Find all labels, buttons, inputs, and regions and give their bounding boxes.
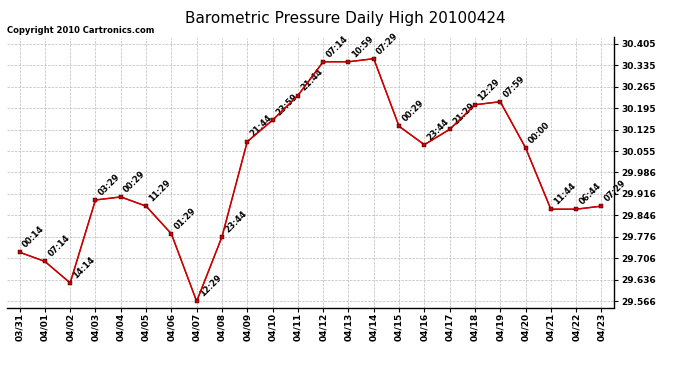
Text: 00:14: 00:14 [21, 224, 46, 249]
Text: 21:44: 21:44 [248, 114, 274, 139]
Text: 10:59: 10:59 [350, 34, 375, 59]
Text: 07:29: 07:29 [603, 178, 628, 203]
Text: 23:59: 23:59 [274, 92, 299, 117]
Text: 11:44: 11:44 [552, 181, 578, 206]
Text: 23:44: 23:44 [224, 209, 248, 234]
Text: Copyright 2010 Cartronics.com: Copyright 2010 Cartronics.com [7, 26, 155, 35]
Text: 12:29: 12:29 [198, 273, 224, 298]
Text: 00:29: 00:29 [400, 98, 426, 123]
Text: 07:14: 07:14 [324, 34, 350, 59]
Text: 01:29: 01:29 [172, 206, 198, 231]
Text: 14:14: 14:14 [72, 255, 97, 280]
Text: 21:29: 21:29 [451, 101, 476, 127]
Text: 06:44: 06:44 [578, 181, 603, 206]
Text: 07:14: 07:14 [46, 234, 72, 259]
Text: 11:29: 11:29 [148, 178, 172, 203]
Text: 00:29: 00:29 [122, 169, 147, 194]
Text: 23:44: 23:44 [426, 117, 451, 142]
Text: 07:29: 07:29 [375, 31, 400, 56]
Text: 00:00: 00:00 [527, 120, 552, 145]
Text: Barometric Pressure Daily High 20100424: Barometric Pressure Daily High 20100424 [185, 11, 505, 26]
Text: 12:29: 12:29 [476, 77, 502, 102]
Text: 07:59: 07:59 [502, 74, 526, 99]
Text: 21:44: 21:44 [299, 68, 324, 93]
Text: 03:29: 03:29 [97, 172, 122, 197]
